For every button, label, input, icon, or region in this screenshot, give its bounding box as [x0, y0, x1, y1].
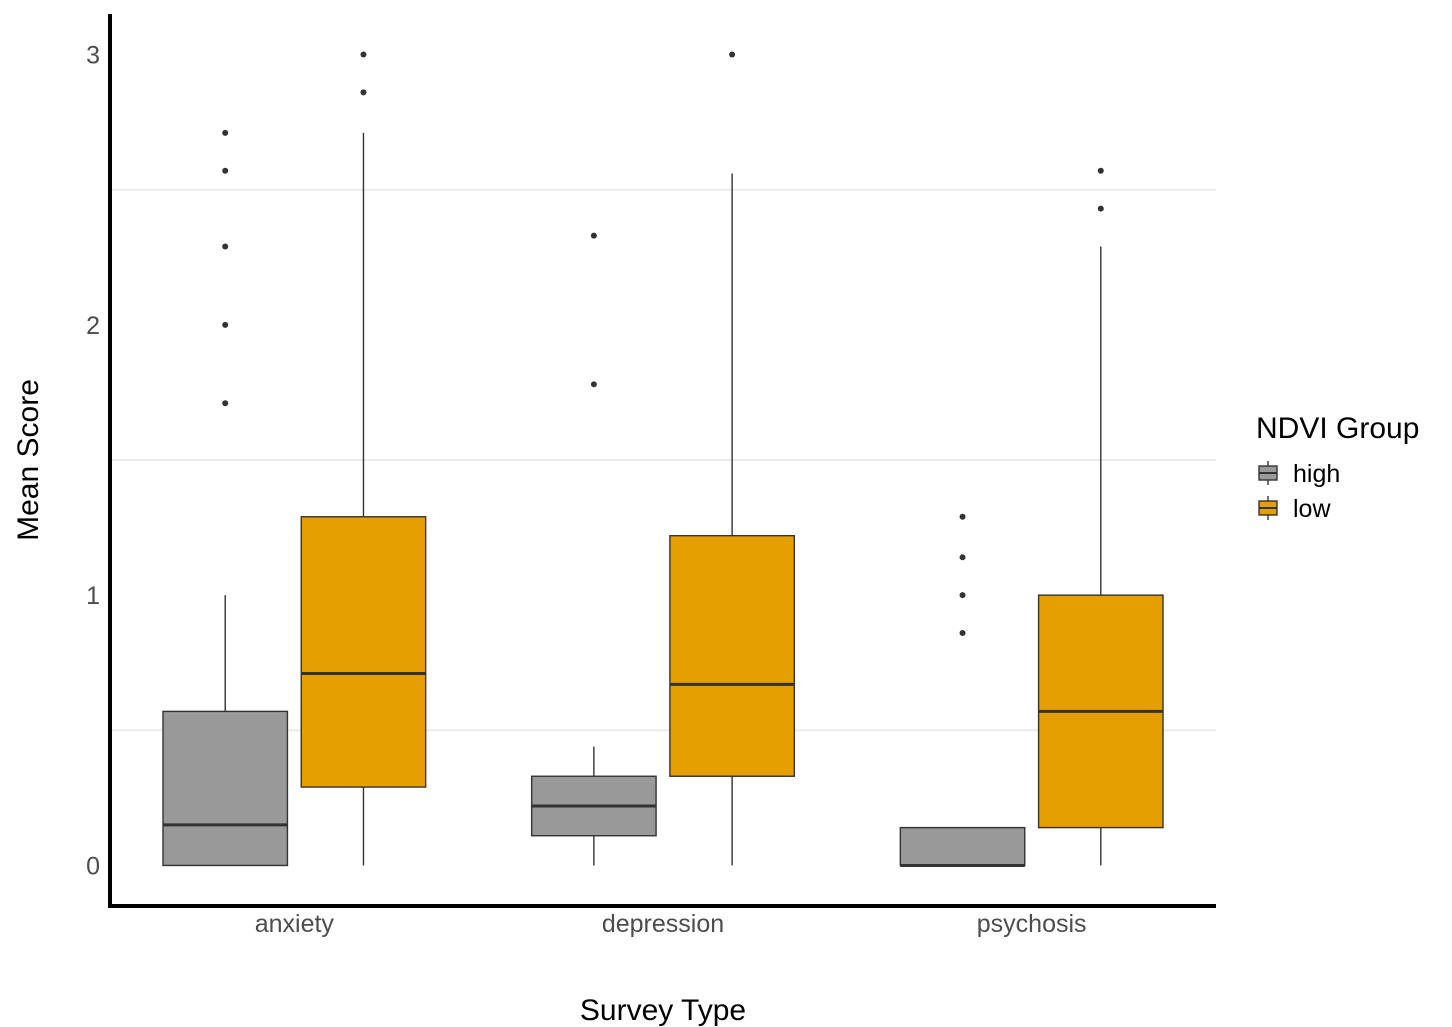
y-tick-labels: 0 1 2 3 [86, 42, 100, 881]
y-tick-label: 2 [86, 312, 100, 340]
outlier-point [729, 51, 736, 58]
y-tick-label: 0 [86, 852, 100, 880]
box-high-anxiety [162, 129, 289, 867]
x-tick-label: depression [602, 910, 724, 938]
outlier-point [360, 51, 367, 58]
outlier-point [222, 167, 229, 174]
legend-title: NDVI Group [1256, 412, 1419, 445]
box-low-depression [669, 51, 796, 866]
box-low-anxiety [300, 51, 427, 866]
x-tick-labels: anxiety depression psychosis [255, 910, 1087, 938]
y-axis-title: Mean Score [12, 379, 45, 541]
x-tick-label: psychosis [977, 910, 1087, 938]
outlier-point [222, 400, 229, 407]
box-body [162, 710, 289, 867]
outlier-point [959, 513, 966, 520]
outlier-point [959, 592, 966, 599]
outlier-point [959, 554, 966, 561]
box-high-depression [530, 232, 657, 866]
gridlines [110, 188, 1216, 732]
outlier-point [959, 629, 966, 636]
outlier-point [222, 243, 229, 250]
outlier-point [1097, 167, 1104, 174]
y-tick-label: 3 [86, 42, 100, 70]
outlier-point [360, 89, 367, 96]
outlier-point [590, 232, 597, 239]
box-body [899, 826, 1026, 867]
legend: NDVI Group high low [1256, 412, 1419, 523]
outlier-point [1097, 205, 1104, 212]
x-tick-label: anxiety [255, 910, 335, 938]
y-tick-label: 1 [86, 582, 100, 610]
legend-key-high [1258, 461, 1278, 485]
legend-label-high: high [1293, 460, 1340, 488]
legend-label-low: low [1293, 495, 1331, 523]
axes [108, 14, 1216, 908]
x-axis-title: Survey Type [580, 994, 746, 1027]
box-high-psychosis [899, 513, 1026, 867]
legend-key-low [1258, 496, 1278, 520]
box-body [300, 516, 427, 788]
outlier-point [222, 321, 229, 328]
box-low-psychosis [1037, 167, 1164, 866]
boxplot-marks [162, 51, 1164, 867]
outlier-point [222, 129, 229, 136]
outlier-point [590, 381, 597, 388]
box-body [669, 534, 796, 777]
